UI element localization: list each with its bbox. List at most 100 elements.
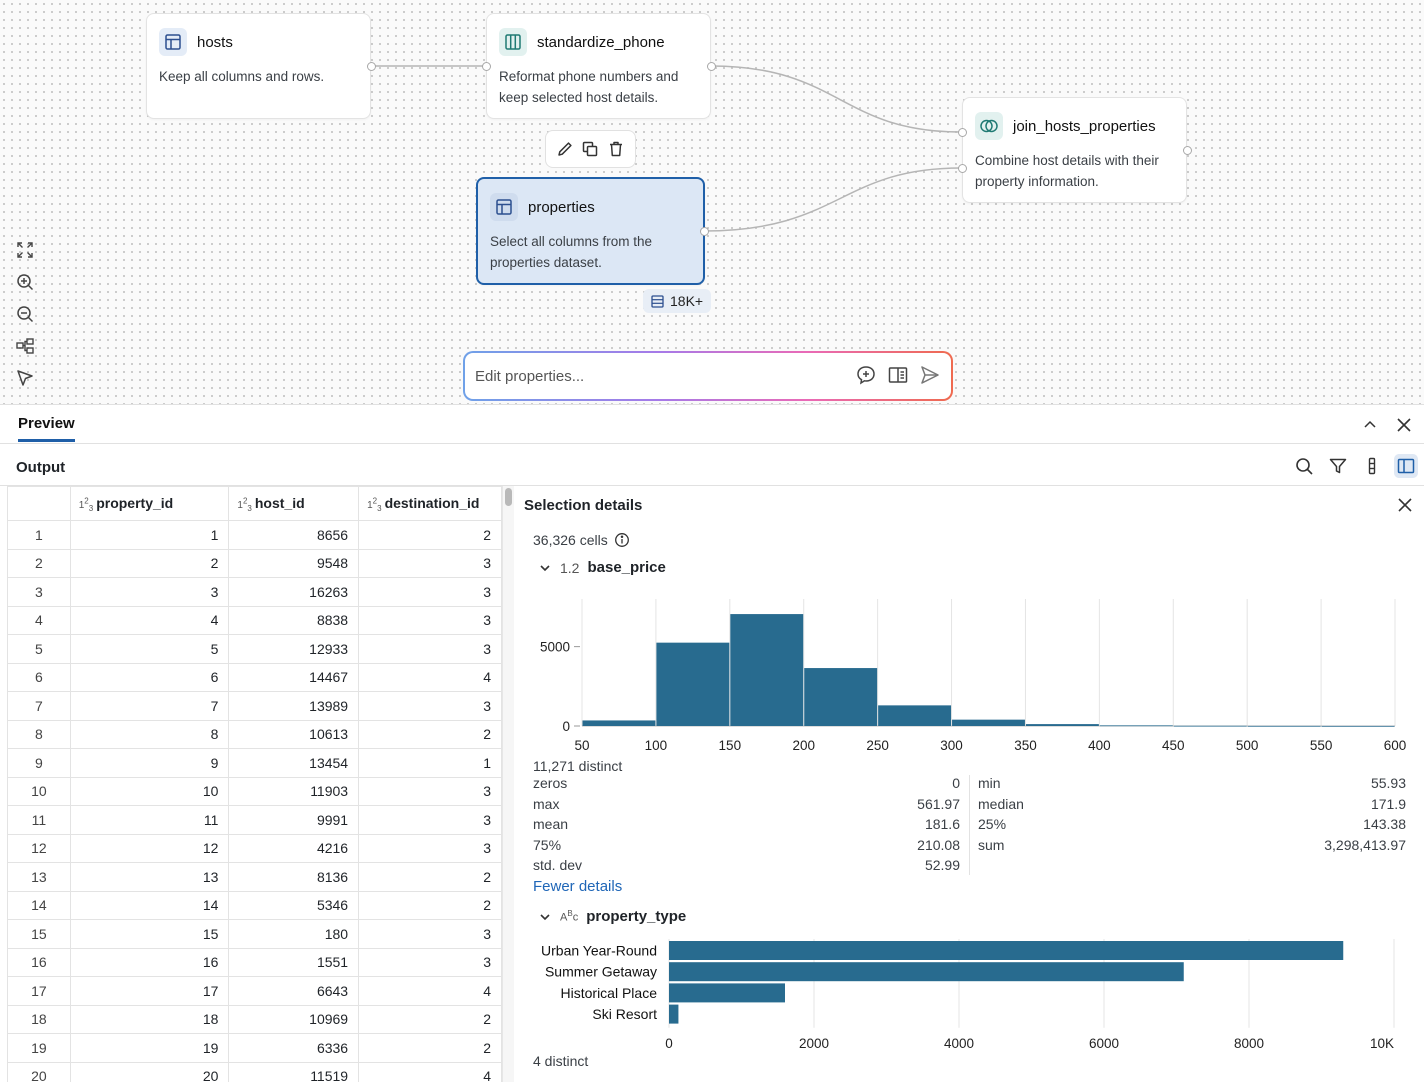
category-bar[interactable]: [669, 962, 1184, 982]
table-cell[interactable]: 3: [69, 577, 230, 607]
table-cell[interactable]: 2: [358, 1033, 502, 1063]
table-row[interactable]: 18 18 10969 2: [7, 1004, 502, 1034]
table-cell[interactable]: 1: [69, 520, 230, 550]
table-cell[interactable]: 6: [69, 662, 230, 692]
close-details-icon[interactable]: [1396, 496, 1414, 517]
table-cell[interactable]: 8656: [228, 520, 360, 550]
duplicate-icon[interactable]: [579, 138, 601, 160]
histogram-bar[interactable]: [1099, 725, 1173, 727]
trash-icon[interactable]: [605, 138, 627, 160]
collapse-panel-icon[interactable]: [1360, 415, 1380, 438]
table-cell[interactable]: 18: [69, 1004, 230, 1034]
zoom-in-icon[interactable]: [10, 270, 40, 294]
table-cell[interactable]: 9548: [228, 548, 360, 578]
auto-layout-icon[interactable]: [10, 334, 40, 358]
table-scrollbar[interactable]: [502, 486, 514, 1082]
table-cell[interactable]: 13454: [228, 748, 360, 778]
table-cell[interactable]: 3: [358, 548, 502, 578]
table-cell[interactable]: 5346: [228, 890, 360, 920]
table-cell[interactable]: 4: [358, 1061, 502, 1082]
table-cell[interactable]: 7: [69, 691, 230, 721]
table-cell[interactable]: 10969: [228, 1004, 360, 1034]
table-row[interactable]: 3 3 16263 3: [7, 577, 502, 607]
node-properties[interactable]: properties Select all columns from the p…: [476, 177, 709, 285]
filter-icon[interactable]: [1326, 454, 1350, 478]
table-cell[interactable]: 3: [358, 776, 502, 806]
fit-view-icon[interactable]: [10, 238, 40, 262]
table-row[interactable]: 9 9 13454 1: [7, 748, 502, 778]
table-row[interactable]: 20 20 11519 4: [7, 1061, 502, 1082]
table-cell[interactable]: 3: [358, 919, 502, 949]
table-cell[interactable]: 12933: [228, 634, 360, 664]
table-row[interactable]: 15 15 180 3: [7, 919, 502, 949]
histogram-bar[interactable]: [1247, 725, 1321, 727]
table-row[interactable]: 2 2 9548 3: [7, 548, 502, 578]
table-row[interactable]: 12 12 4216 3: [7, 833, 502, 863]
histogram-bar[interactable]: [1321, 725, 1395, 727]
node-standardize-phone[interactable]: standardize_phone Reformat phone numbers…: [482, 13, 716, 119]
chevron-down-icon[interactable]: [538, 561, 552, 575]
output-table[interactable]: 123 property_id 123 host_id 123 destination…: [7, 486, 502, 1082]
table-cell[interactable]: 9: [69, 748, 230, 778]
table-cell[interactable]: 15: [69, 919, 230, 949]
table-cell[interactable]: 3: [358, 805, 502, 835]
table-cell[interactable]: 16: [69, 947, 230, 977]
table-cell[interactable]: 14467: [228, 662, 360, 692]
table-cell[interactable]: 13989: [228, 691, 360, 721]
column-header[interactable]: 123 property_id: [69, 486, 230, 521]
table-row[interactable]: 4 4 8838 3: [7, 605, 502, 635]
output-port[interactable]: [1183, 146, 1192, 155]
chat-plus-icon[interactable]: [855, 364, 877, 389]
table-cell[interactable]: 3: [358, 691, 502, 721]
table-cell[interactable]: 4: [358, 662, 502, 692]
table-cell[interactable]: 4: [358, 976, 502, 1006]
table-cell[interactable]: 20: [69, 1061, 230, 1082]
table-row[interactable]: 14 14 5346 2: [7, 890, 502, 920]
info-icon[interactable]: [614, 532, 630, 548]
histogram-bar[interactable]: [730, 614, 804, 726]
table-cell[interactable]: 1: [358, 748, 502, 778]
input-port[interactable]: [958, 164, 967, 173]
search-icon[interactable]: [1292, 454, 1316, 478]
histogram-bar[interactable]: [878, 705, 952, 726]
output-port[interactable]: [367, 62, 376, 71]
output-port[interactable]: [707, 62, 716, 71]
input-port[interactable]: [482, 62, 491, 71]
table-cell[interactable]: 6336: [228, 1033, 360, 1063]
table-cell[interactable]: 3: [358, 605, 502, 635]
table-row[interactable]: 17 17 6643 4: [7, 976, 502, 1006]
table-cell[interactable]: 1551: [228, 947, 360, 977]
table-cell[interactable]: 8136: [228, 862, 360, 892]
table-cell[interactable]: 2: [358, 520, 502, 550]
table-cell[interactable]: 3: [358, 947, 502, 977]
table-cell[interactable]: 9991: [228, 805, 360, 835]
table-cell[interactable]: 14: [69, 890, 230, 920]
pipeline-canvas[interactable]: hosts Keep all columns and rows. standar…: [0, 0, 1424, 404]
table-cell[interactable]: 6643: [228, 976, 360, 1006]
node-hosts[interactable]: hosts Keep all columns and rows.: [146, 13, 376, 119]
pointer-icon[interactable]: [10, 366, 40, 390]
histogram-bar[interactable]: [582, 720, 656, 726]
table-cell[interactable]: 13: [69, 862, 230, 892]
table-cell[interactable]: 11519: [228, 1061, 360, 1082]
category-bar[interactable]: [669, 941, 1344, 960]
column-settings-icon[interactable]: [1360, 454, 1384, 478]
histogram-bar[interactable]: [1025, 724, 1099, 726]
histogram-bar[interactable]: [952, 719, 1025, 726]
table-cell[interactable]: 8838: [228, 605, 360, 635]
table-row[interactable]: 5 5 12933 3: [7, 634, 502, 664]
table-row[interactable]: 10 10 11903 3: [7, 776, 502, 806]
table-cell[interactable]: 2: [358, 890, 502, 920]
row-count-badge[interactable]: 18K+: [643, 289, 712, 313]
table-cell[interactable]: 8: [69, 719, 230, 749]
edit-icon[interactable]: [554, 138, 576, 160]
fewer-details-link[interactable]: Fewer details: [533, 878, 623, 895]
table-row[interactable]: 19 19 6336 2: [7, 1033, 502, 1063]
table-cell[interactable]: 17: [69, 976, 230, 1006]
table-cell[interactable]: 5: [69, 634, 230, 664]
table-cell[interactable]: 2: [358, 719, 502, 749]
input-port[interactable]: [958, 128, 967, 137]
histogram-bar[interactable]: [804, 668, 878, 726]
category-bar[interactable]: [669, 1004, 679, 1024]
table-cell[interactable]: 11903: [228, 776, 360, 806]
